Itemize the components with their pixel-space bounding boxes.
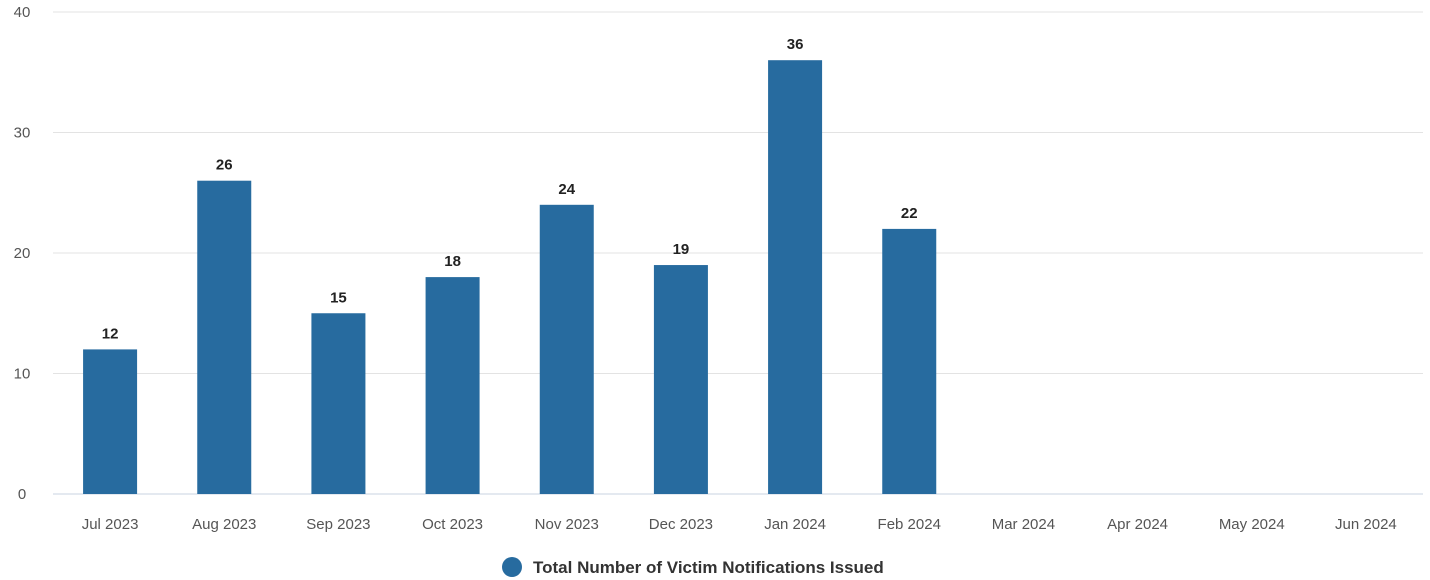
bar[interactable] xyxy=(197,180,252,494)
x-tick-label: Jan 2024 xyxy=(764,516,826,533)
data-labels: 12 26 15 18 24 19 36 22 xyxy=(102,36,918,342)
bar-value-label: 26 xyxy=(216,157,233,174)
x-tick-label: Jun 2024 xyxy=(1335,516,1397,533)
bar-value-label: 12 xyxy=(102,325,119,342)
x-tick-label: Nov 2023 xyxy=(535,516,599,533)
bar-value-label: 36 xyxy=(787,36,804,53)
bar-value-label: 24 xyxy=(558,181,575,198)
gridlines xyxy=(53,11,1423,495)
bar[interactable] xyxy=(768,60,823,494)
x-tick-label: Jul 2023 xyxy=(82,516,139,533)
x-tick-label: Aug 2023 xyxy=(192,516,256,533)
x-tick-label: Mar 2024 xyxy=(992,516,1055,533)
y-tick-label: 10 xyxy=(14,366,31,383)
x-tick-label: Feb 2024 xyxy=(878,516,941,533)
bar[interactable] xyxy=(425,277,480,494)
x-tick-label: Sep 2023 xyxy=(306,516,370,533)
bar[interactable] xyxy=(882,228,937,494)
y-tick-label: 30 xyxy=(14,125,31,142)
bars xyxy=(83,60,937,495)
bar-value-label: 18 xyxy=(444,253,461,270)
x-tick-label: Dec 2023 xyxy=(649,516,713,533)
legend-marker-icon[interactable] xyxy=(502,557,522,577)
x-axis: Jul 2023 Aug 2023 Sep 2023 Oct 2023 Nov 2023… xyxy=(82,516,1397,533)
x-tick-label: May 2024 xyxy=(1219,516,1285,533)
legend[interactable]: Total Number of Victim Notifications Iss… xyxy=(502,557,884,577)
bar[interactable] xyxy=(83,349,138,494)
y-tick-label: 0 xyxy=(18,486,26,503)
bar-value-label: 15 xyxy=(330,289,347,306)
x-tick-label: Apr 2024 xyxy=(1107,516,1168,533)
bar[interactable] xyxy=(539,204,594,495)
legend-label[interactable]: Total Number of Victim Notifications Iss… xyxy=(533,558,884,577)
bar[interactable] xyxy=(653,265,708,494)
y-tick-label: 20 xyxy=(14,245,31,262)
bar-value-label: 19 xyxy=(673,241,690,258)
y-tick-label: 40 xyxy=(14,4,31,21)
bar[interactable] xyxy=(311,313,366,494)
bar-value-label: 22 xyxy=(901,205,918,222)
y-axis: 0 10 20 30 40 xyxy=(14,4,31,503)
x-tick-label: Oct 2023 xyxy=(422,516,483,533)
